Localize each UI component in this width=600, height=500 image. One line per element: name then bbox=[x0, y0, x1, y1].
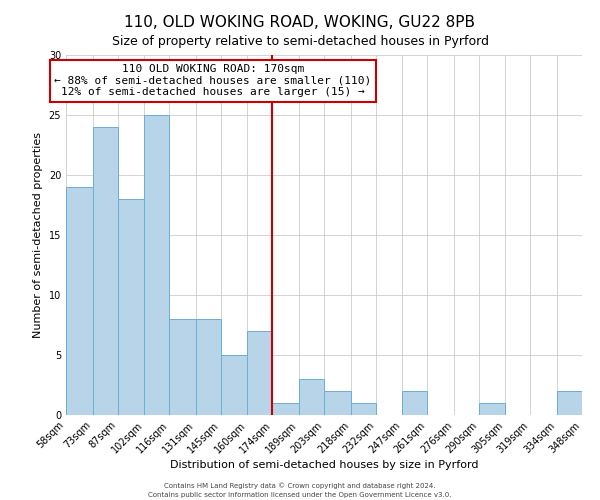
Text: 110 OLD WOKING ROAD: 170sqm
← 88% of semi-detached houses are smaller (110)
12% : 110 OLD WOKING ROAD: 170sqm ← 88% of sem… bbox=[55, 64, 371, 97]
Bar bbox=[557, 391, 582, 415]
Bar bbox=[402, 391, 427, 415]
Bar bbox=[479, 403, 505, 415]
Text: 110, OLD WOKING ROAD, WOKING, GU22 8PB: 110, OLD WOKING ROAD, WOKING, GU22 8PB bbox=[125, 15, 476, 30]
Bar bbox=[272, 403, 299, 415]
Bar bbox=[144, 115, 169, 415]
Bar bbox=[324, 391, 350, 415]
Bar bbox=[350, 403, 376, 415]
Bar bbox=[221, 355, 247, 415]
Text: Size of property relative to semi-detached houses in Pyrford: Size of property relative to semi-detach… bbox=[112, 35, 488, 48]
Bar bbox=[169, 319, 196, 415]
Bar bbox=[299, 379, 324, 415]
Y-axis label: Number of semi-detached properties: Number of semi-detached properties bbox=[33, 132, 43, 338]
Bar bbox=[247, 331, 272, 415]
Bar bbox=[118, 199, 144, 415]
X-axis label: Distribution of semi-detached houses by size in Pyrford: Distribution of semi-detached houses by … bbox=[170, 460, 478, 470]
Bar bbox=[196, 319, 221, 415]
Text: Contains HM Land Registry data © Crown copyright and database right 2024.
Contai: Contains HM Land Registry data © Crown c… bbox=[148, 482, 452, 498]
Bar bbox=[92, 127, 118, 415]
Bar bbox=[66, 187, 92, 415]
